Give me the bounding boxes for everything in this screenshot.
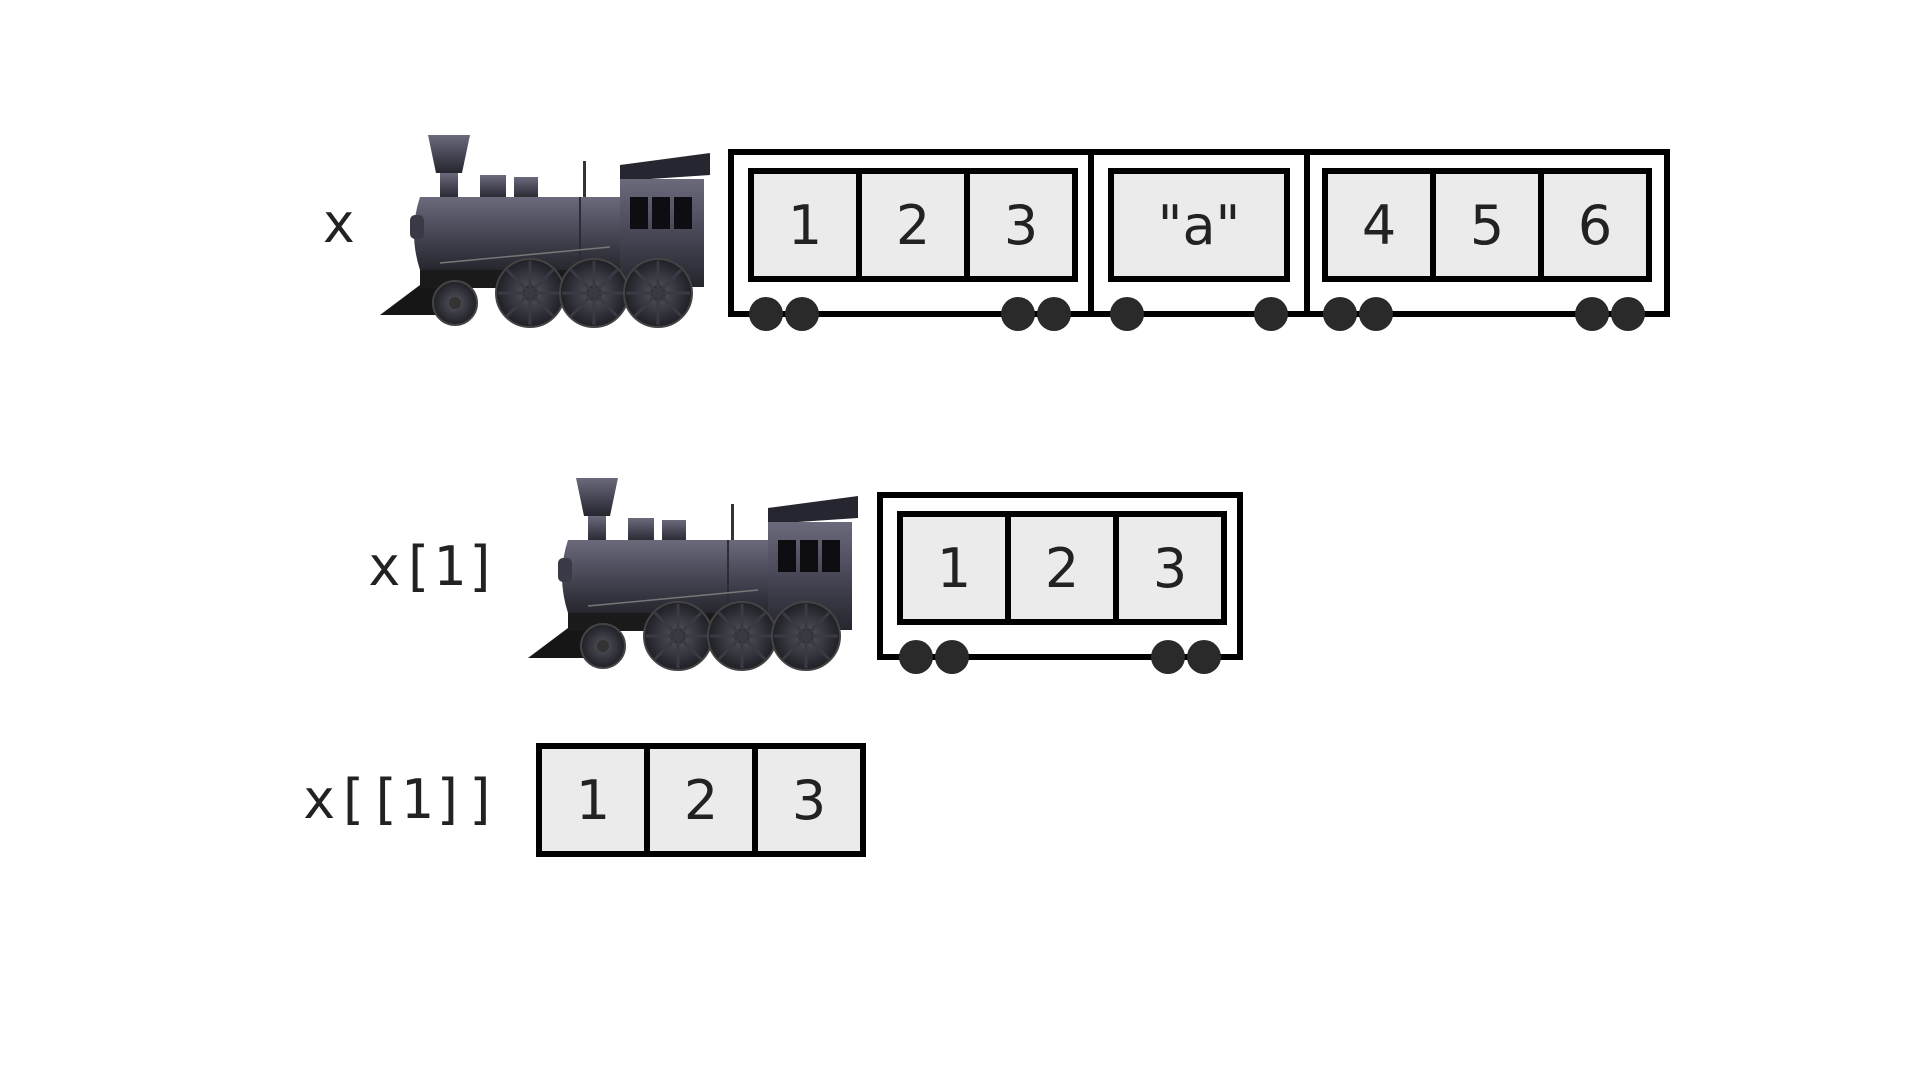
cell-value: 2 bbox=[1045, 537, 1079, 600]
row-x: x 1 2 3 "a" bbox=[322, 133, 1670, 331]
cell-value: 1 bbox=[576, 769, 610, 832]
cell-value: 3 bbox=[1004, 194, 1038, 257]
cell bbox=[1538, 168, 1652, 282]
cell bbox=[1108, 168, 1290, 282]
cell bbox=[964, 168, 1078, 282]
car-2: "a" bbox=[1088, 149, 1310, 331]
cell-value: 3 bbox=[1153, 537, 1187, 600]
cell-value: 1 bbox=[937, 537, 971, 600]
wheel bbox=[1151, 640, 1185, 674]
cell-value: 3 bbox=[792, 769, 826, 832]
car-1: 1 2 3 bbox=[728, 149, 1094, 331]
cell bbox=[644, 743, 758, 857]
cell bbox=[856, 168, 970, 282]
cell-value: 4 bbox=[1362, 194, 1396, 257]
wheel bbox=[1037, 297, 1071, 331]
wheel bbox=[1254, 297, 1288, 331]
cell bbox=[1430, 168, 1544, 282]
cell-value: 1 bbox=[788, 194, 822, 257]
row-x-label: x bbox=[322, 192, 355, 255]
wheel bbox=[1001, 297, 1035, 331]
cell-value: 2 bbox=[896, 194, 930, 257]
cell-value: 5 bbox=[1470, 194, 1504, 257]
cell bbox=[1322, 168, 1436, 282]
wheel bbox=[749, 297, 783, 331]
cell-value: 2 bbox=[684, 769, 718, 832]
wheel bbox=[785, 297, 819, 331]
wheel bbox=[935, 640, 969, 674]
row-x-single-bracket: x[1] 1 2 3 bbox=[368, 476, 1243, 674]
wheel bbox=[1323, 297, 1357, 331]
car-1: 1 2 3 bbox=[877, 492, 1243, 674]
row-x1-label: x[1] bbox=[368, 535, 498, 598]
cell-value: 6 bbox=[1578, 194, 1612, 257]
wheel bbox=[1575, 297, 1609, 331]
row-x-double-bracket: x[[1]] 1 2 3 bbox=[303, 743, 866, 857]
wheel bbox=[1110, 297, 1144, 331]
car-3: 4 5 6 bbox=[1304, 149, 1670, 331]
wheel bbox=[899, 640, 933, 674]
cell bbox=[1113, 511, 1227, 625]
wheel bbox=[1359, 297, 1393, 331]
wheel bbox=[1187, 640, 1221, 674]
cell bbox=[748, 168, 862, 282]
steam-locomotive-icon bbox=[378, 133, 712, 329]
cell bbox=[752, 743, 866, 857]
cell-value: "a" bbox=[1158, 194, 1241, 257]
steam-locomotive-icon bbox=[526, 476, 860, 672]
wheel bbox=[1611, 297, 1645, 331]
cell bbox=[897, 511, 1011, 625]
row-x11-label: x[[1]] bbox=[303, 768, 498, 831]
